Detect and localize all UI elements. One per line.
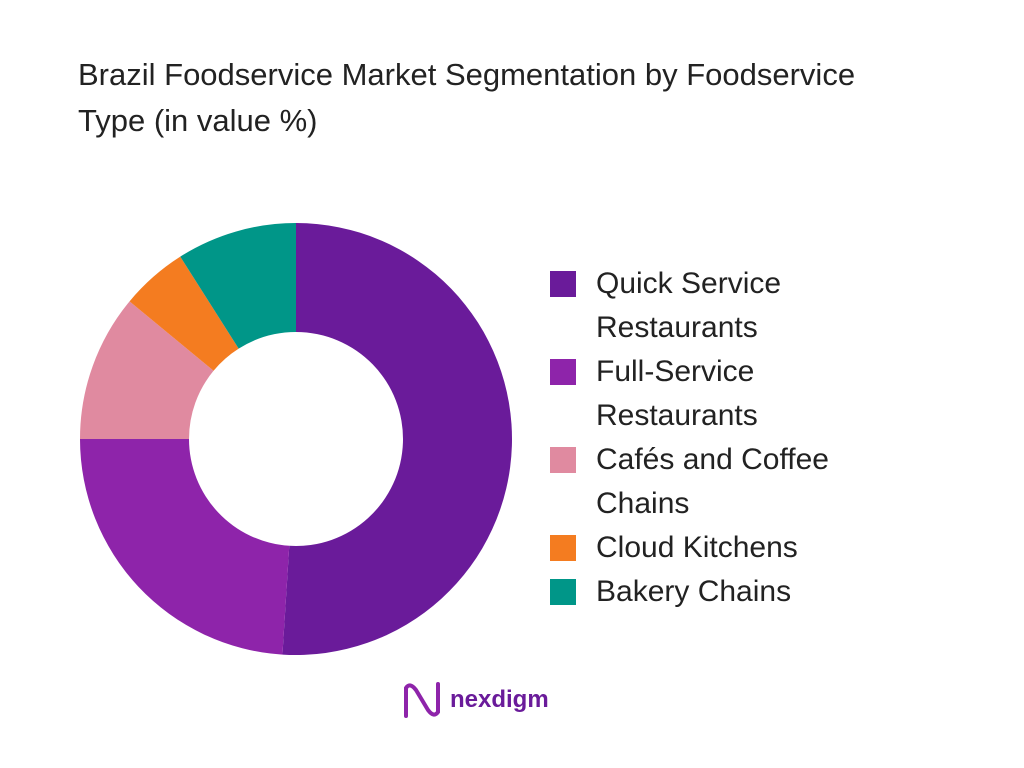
legend-swatch: [550, 535, 576, 561]
legend-swatch: [550, 271, 576, 297]
logo-text: nexdigm: [450, 686, 549, 713]
donut-slice: [282, 223, 513, 655]
legend: Quick Service Restaurants Full-Service Re…: [550, 262, 880, 614]
legend-item: Bakery Chains: [550, 570, 880, 614]
chart: [80, 223, 513, 655]
legend-item: Cafés and Coffee Chains: [550, 438, 880, 526]
legend-item: Quick Service Restaurants: [550, 262, 880, 350]
donut-slice: [80, 439, 290, 655]
legend-label: Cafés and Coffee Chains: [596, 443, 829, 520]
logo: nexdigm: [402, 680, 549, 720]
legend-swatch: [550, 447, 576, 473]
legend-swatch: [550, 359, 576, 385]
legend-label: Full-Service Restaurants: [596, 355, 758, 432]
legend-label: Quick Service Restaurants: [596, 267, 782, 344]
legend-label: Bakery Chains: [596, 575, 792, 608]
donut-slice: [129, 256, 239, 371]
chart-title: Brazil Foodservice Market Segmentation b…: [78, 57, 856, 138]
legend-label: Cloud Kitchens: [596, 531, 798, 564]
donut-slice: [180, 223, 296, 349]
donut-slice: [80, 301, 214, 439]
logo-icon: [404, 682, 440, 718]
legend-item: Cloud Kitchens: [550, 526, 880, 570]
legend-swatch: [550, 579, 576, 605]
legend-item: Full-Service Restaurants: [550, 350, 880, 438]
